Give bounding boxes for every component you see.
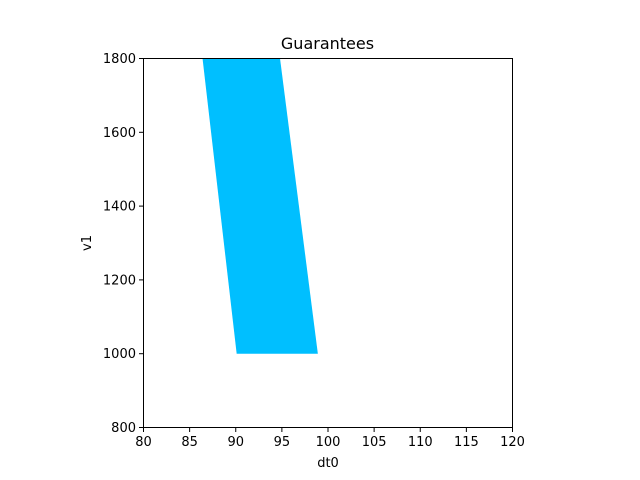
plot-frame — [143, 58, 513, 428]
y-tick-label: 1000 — [103, 347, 136, 362]
x-tick-label: 95 — [274, 435, 291, 450]
y-axis: 800 1000 1200 1400 1600 1800 — [103, 52, 144, 436]
chart-title: Guarantees — [281, 34, 374, 53]
y-tick-label: 1600 — [103, 126, 136, 141]
x-tick-label: 105 — [362, 435, 387, 450]
guarantee-region — [202, 58, 318, 354]
x-axis: 80 85 90 95 100 105 110 115 120 — [135, 427, 525, 450]
x-tick-label: 85 — [181, 435, 198, 450]
x-axis-label: dt0 — [317, 456, 339, 471]
x-tick-label: 120 — [500, 435, 525, 450]
y-tick-label: 1800 — [103, 52, 136, 67]
y-tick-label: 800 — [111, 421, 136, 436]
y-tick-label: 1400 — [103, 200, 136, 215]
x-tick-label: 100 — [316, 435, 341, 450]
x-tick-label: 115 — [454, 435, 479, 450]
y-axis-label: v1 — [80, 235, 95, 251]
series-layer — [202, 58, 318, 354]
x-tick-label: 90 — [227, 435, 244, 450]
y-tick-label: 1200 — [103, 273, 136, 288]
x-tick-label: 80 — [135, 435, 152, 450]
x-tick-label: 110 — [408, 435, 433, 450]
